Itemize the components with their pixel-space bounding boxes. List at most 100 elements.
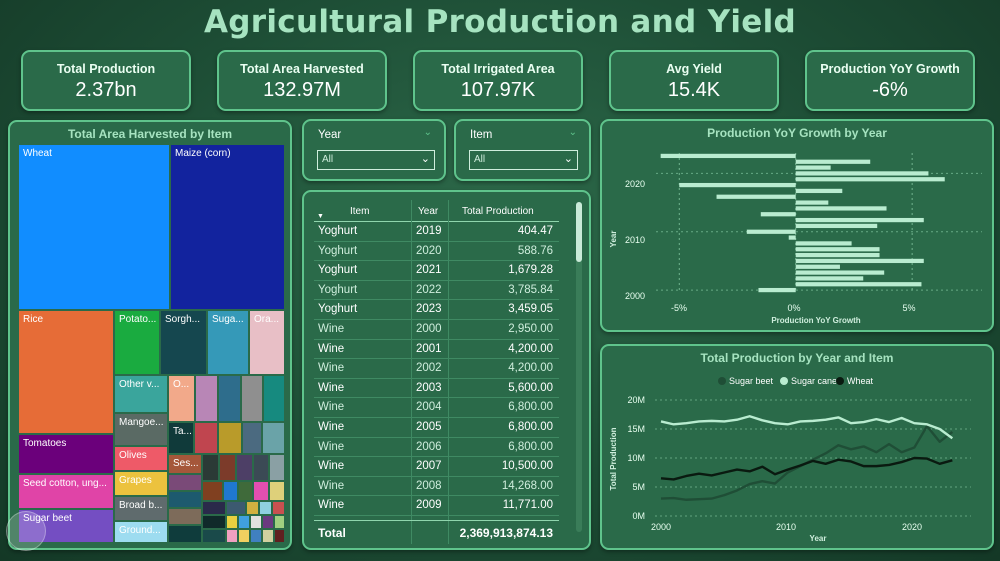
treemap-tile[interactable] bbox=[219, 454, 236, 481]
kpi-card-production-yoy-growth[interactable]: Production YoY Growth -6% bbox=[805, 50, 975, 111]
kpi-card-avg-yield[interactable]: Avg Yield 15.4K bbox=[609, 50, 779, 111]
slicer-item[interactable]: Item ⌄ All ⌄ bbox=[454, 119, 591, 181]
treemap-tile-tomatoes[interactable]: Tomatoes bbox=[18, 434, 114, 474]
treemap-tile[interactable] bbox=[226, 529, 238, 543]
treemap-tile-seed-cotton[interactable]: Seed cotton, ung... bbox=[18, 474, 114, 509]
treemap-tile[interactable] bbox=[263, 375, 285, 422]
treemap-tile[interactable] bbox=[262, 515, 274, 529]
slicer-year[interactable]: Year ⌄ All ⌄ bbox=[302, 119, 446, 181]
eraser-icon[interactable]: ⌄ bbox=[423, 127, 432, 138]
treemap-tile-ta[interactable]: Ta... bbox=[168, 422, 194, 454]
treemap-tile[interactable] bbox=[202, 501, 226, 515]
treemap-tile[interactable] bbox=[250, 515, 262, 529]
treemap-tile[interactable] bbox=[202, 454, 219, 481]
treemap-tile[interactable] bbox=[218, 375, 241, 422]
treemap-tile[interactable] bbox=[168, 508, 202, 525]
item-dropdown[interactable]: All ⌄ bbox=[469, 150, 578, 170]
treemap-tile[interactable] bbox=[168, 491, 202, 508]
kpi-card-total-production[interactable]: Total Production 2.37bn bbox=[21, 50, 191, 111]
year-dropdown[interactable]: All ⌄ bbox=[317, 150, 435, 170]
treemap-tile[interactable] bbox=[272, 501, 285, 515]
header-year[interactable]: Year bbox=[418, 206, 439, 217]
table-row[interactable]: Wine 2009 11,771.00 bbox=[314, 496, 559, 516]
table-row[interactable]: Wine 2004 6,800.00 bbox=[314, 398, 559, 418]
treemap-tile[interactable] bbox=[262, 529, 274, 543]
tile-label: Mangoe... bbox=[119, 417, 164, 428]
treemap-tile[interactable] bbox=[269, 454, 285, 481]
table-row[interactable]: Wine 2002 4,200.00 bbox=[314, 359, 559, 379]
table-row[interactable]: Yoghurt 2023 3,459.05 bbox=[314, 300, 559, 320]
header-item[interactable]: Item bbox=[350, 206, 370, 217]
scrollbar-thumb[interactable] bbox=[576, 202, 582, 262]
table-row[interactable]: Wine 2000 2,950.00 bbox=[314, 320, 559, 340]
treemap-tile-potato[interactable]: Potato... bbox=[114, 310, 160, 375]
treemap-tile[interactable] bbox=[202, 529, 226, 543]
treemap-tile[interactable] bbox=[226, 501, 246, 515]
legend-sugar-beet[interactable]: Sugar beet bbox=[729, 376, 774, 386]
treemap-tile-other[interactable]: Other v... bbox=[114, 375, 168, 413]
treemap-tile-sugar[interactable]: Suga... bbox=[207, 310, 249, 375]
table-row[interactable]: Yoghurt 2020 588.76 bbox=[314, 242, 559, 262]
treemap-tile[interactable] bbox=[194, 422, 218, 454]
eraser-icon[interactable]: ⌄ bbox=[568, 127, 577, 138]
treemap-tile[interactable] bbox=[253, 481, 269, 501]
kpi-card-total-irrigated-area[interactable]: Total Irrigated Area 107.97K bbox=[413, 50, 583, 111]
treemap-tile[interactable] bbox=[274, 529, 285, 543]
table-row[interactable]: Yoghurt 2021 1,679.28 bbox=[314, 261, 559, 281]
treemap-tile[interactable] bbox=[223, 481, 238, 501]
treemap-tile-maize[interactable]: Maize (corn) bbox=[170, 144, 285, 310]
legend-sugar-cane[interactable]: Sugar cane bbox=[791, 376, 837, 386]
legend-marker-wheat bbox=[836, 377, 844, 385]
table-row[interactable]: Wine 2007 10,500.00 bbox=[314, 457, 559, 477]
treemap-tile[interactable] bbox=[253, 454, 269, 481]
treemap-tile-sorghum[interactable]: Sorgh... bbox=[160, 310, 207, 375]
treemap-tile[interactable] bbox=[246, 501, 259, 515]
table-row[interactable]: Wine 2003 5,600.00 bbox=[314, 379, 559, 399]
sort-down-icon[interactable]: ▼ bbox=[317, 213, 324, 220]
treemap-tile-groundnuts[interactable]: Ground... bbox=[114, 521, 168, 543]
table-row[interactable]: Wine 2008 14,268.00 bbox=[314, 477, 559, 497]
treemap-tile-grapes[interactable]: Grapes bbox=[114, 471, 168, 496]
treemap-tile[interactable] bbox=[238, 515, 250, 529]
treemap-tile-mangoes[interactable]: Mangoe... bbox=[114, 413, 168, 446]
treemap-tile-wheat[interactable]: Wheat bbox=[18, 144, 170, 310]
treemap-tile[interactable] bbox=[202, 481, 223, 501]
treemap-tile[interactable] bbox=[168, 474, 202, 491]
treemap-tile-orange[interactable]: Ora... bbox=[249, 310, 285, 375]
table-row[interactable]: Yoghurt 2019 404.47 bbox=[314, 222, 559, 242]
treemap-tile[interactable] bbox=[250, 529, 262, 543]
slicer-year-label: Year bbox=[318, 129, 342, 141]
kpi-card-total-area-harvested[interactable]: Total Area Harvested 132.97M bbox=[217, 50, 387, 111]
treemap-tile[interactable] bbox=[238, 481, 253, 501]
legend-wheat[interactable]: Wheat bbox=[847, 376, 874, 386]
kpi-label: Avg Yield bbox=[666, 62, 722, 76]
treemap-tile[interactable] bbox=[262, 422, 285, 454]
treemap-tile-o[interactable]: O... bbox=[168, 375, 195, 422]
treemap-tile[interactable] bbox=[238, 529, 250, 543]
treemap-tile-olives[interactable]: Olives bbox=[114, 446, 168, 471]
treemap-tile[interactable] bbox=[226, 515, 238, 529]
tile-label: Ta... bbox=[173, 426, 192, 437]
header-total-production[interactable]: Total Production bbox=[462, 206, 534, 217]
treemap-tile[interactable] bbox=[274, 515, 285, 529]
yoy-bar bbox=[795, 247, 880, 252]
table-row[interactable]: Wine 2006 6,800.00 bbox=[314, 438, 559, 458]
table-scrollbar[interactable] bbox=[576, 202, 582, 532]
table-row[interactable]: Yoghurt 2022 3,785.84 bbox=[314, 281, 559, 301]
legend-marker-sugar-beet bbox=[718, 377, 726, 385]
treemap-tile[interactable] bbox=[168, 525, 202, 543]
treemap-tile[interactable] bbox=[241, 375, 263, 422]
treemap-tile-rice[interactable]: Rice bbox=[18, 310, 114, 434]
table-row[interactable]: Wine 2001 4,200.00 bbox=[314, 340, 559, 360]
treemap-tile[interactable] bbox=[195, 375, 218, 422]
treemap-tile[interactable] bbox=[269, 481, 285, 501]
treemap-tile[interactable] bbox=[259, 501, 272, 515]
treemap-tile[interactable] bbox=[242, 422, 262, 454]
treemap-tile[interactable] bbox=[236, 454, 253, 481]
treemap-tile-sesame[interactable]: Ses... bbox=[168, 454, 202, 474]
treemap-tile[interactable] bbox=[218, 422, 242, 454]
treemap-tile-broad-beans[interactable]: Broad b... bbox=[114, 496, 168, 521]
table-row[interactable]: Wine 2005 6,800.00 bbox=[314, 418, 559, 438]
treemap-tile[interactable] bbox=[202, 515, 226, 529]
kpi-label: Total Production bbox=[56, 62, 156, 76]
